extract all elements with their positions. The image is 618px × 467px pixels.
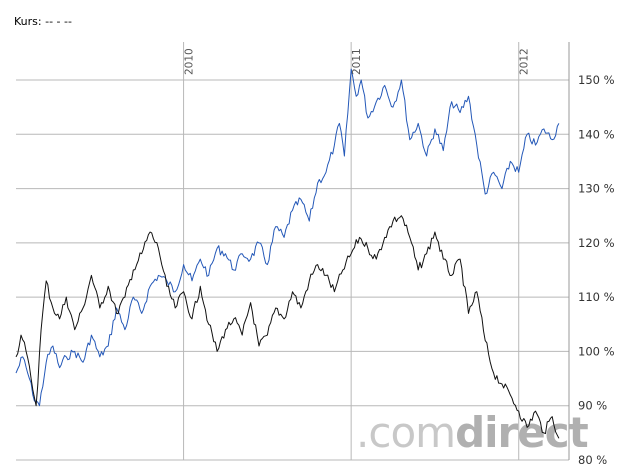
year-label: 2010 bbox=[184, 48, 196, 75]
y-tick-label: 130 % bbox=[578, 182, 615, 196]
y-tick-label: 100 % bbox=[578, 344, 615, 358]
year-label: 2011 bbox=[351, 48, 363, 75]
vertical-gridlines bbox=[183, 42, 520, 460]
y-tick-label: 140 % bbox=[578, 127, 615, 141]
y-tick-label: 80 % bbox=[578, 453, 607, 467]
y-tick-label: 150 % bbox=[578, 73, 615, 87]
series-line-black bbox=[15, 215, 560, 439]
year-labels: 2010 2011 2012 bbox=[184, 48, 531, 75]
y-tick-label: 110 % bbox=[578, 290, 615, 304]
y-tick-label: 90 % bbox=[578, 399, 607, 413]
year-label: 2012 bbox=[519, 48, 531, 75]
svg-text:.comdirect: .comdirect bbox=[356, 408, 589, 457]
price-value: -- - -- bbox=[45, 15, 72, 28]
y-tick-label: 120 % bbox=[578, 236, 615, 250]
y-tick-labels: 80 % 90 % 100 % 110 % 120 % 130 % 140 % 150 % bbox=[578, 73, 615, 467]
series-layer bbox=[15, 68, 560, 439]
watermark-com: .com bbox=[356, 408, 455, 457]
watermark-direct: direct bbox=[455, 408, 589, 457]
horizontal-gridlines bbox=[16, 79, 569, 461]
price-label: Kurs: bbox=[14, 15, 42, 28]
price-readout: Kurs: -- - -- bbox=[14, 15, 72, 28]
series-line-blue bbox=[15, 68, 560, 407]
comdirect-watermark: .comdirect bbox=[356, 408, 590, 457]
